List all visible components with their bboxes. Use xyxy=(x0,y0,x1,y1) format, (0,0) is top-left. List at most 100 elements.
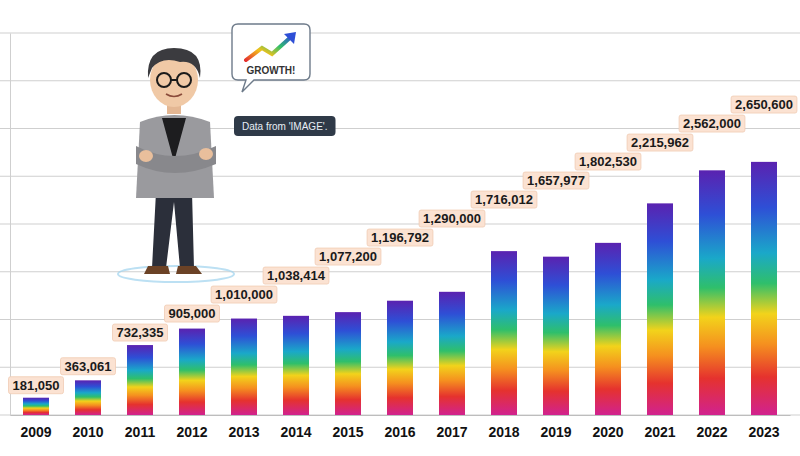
chart-root: 2009 2010 2011 2012 2013 2014 2015 2016 2017 2018… xyxy=(0,0,800,456)
x-tick-label: 2009 xyxy=(20,424,51,440)
grid-line xyxy=(0,176,800,177)
data-label-group: 181,050 xyxy=(9,377,64,394)
x-tick-label: 2017 xyxy=(436,424,467,440)
data-label-box xyxy=(575,153,641,170)
data-label: 1,290,000 xyxy=(423,211,481,226)
bar xyxy=(75,380,101,415)
glasses xyxy=(177,73,191,87)
data-label: 1,196,792 xyxy=(371,230,429,245)
hand xyxy=(199,148,213,160)
data-label-box xyxy=(367,229,433,246)
data-label-group: 905,000 xyxy=(165,305,220,322)
x-tick: 2012 xyxy=(176,415,207,440)
data-label-box xyxy=(211,286,277,303)
smile xyxy=(166,94,182,97)
speech-bubble: GROWTH! xyxy=(232,24,310,92)
data-label: 1,657,977 xyxy=(527,173,585,188)
x-tick: 2019 xyxy=(540,415,571,440)
bar xyxy=(231,319,257,415)
bar xyxy=(335,312,361,415)
x-tick: 2016 xyxy=(384,415,415,440)
data-label-box xyxy=(419,210,485,227)
x-tick: 2011 xyxy=(125,415,156,440)
data-label: 2,650,600 xyxy=(735,97,793,112)
data-label-group: 1,802,530 xyxy=(575,153,641,170)
data-label-group: 732,335 xyxy=(113,324,168,341)
grid-line xyxy=(0,32,800,33)
data-label-box xyxy=(315,248,381,265)
data-label: 905,000 xyxy=(169,306,216,321)
data-label-box xyxy=(731,96,797,113)
data-label-box xyxy=(679,115,745,132)
data-label-box xyxy=(113,324,168,341)
data-label-box xyxy=(471,191,537,208)
data-label-box xyxy=(523,172,589,189)
data-label-group: 2,215,962 xyxy=(627,134,693,151)
x-tick-label: 2016 xyxy=(384,424,415,440)
x-tick: 2014 xyxy=(280,415,311,440)
data-label-group: 1,196,792 xyxy=(367,229,433,246)
data-label: 2,215,962 xyxy=(631,135,689,150)
hair xyxy=(148,48,201,78)
x-tick: 2009 xyxy=(20,415,51,440)
x-axis-line xyxy=(11,415,791,416)
data-label-box xyxy=(627,134,693,151)
y-axis xyxy=(10,34,11,416)
data-label-box xyxy=(165,305,220,322)
bar xyxy=(595,243,621,415)
data-label: 1,077,200 xyxy=(319,249,377,264)
data-label: 1,802,530 xyxy=(579,154,637,169)
legs xyxy=(152,192,194,268)
shoe xyxy=(144,266,170,274)
x-tick-label: 2015 xyxy=(332,424,363,440)
data-label: 181,050 xyxy=(13,378,60,393)
data-label-group: 363,061 xyxy=(61,358,116,375)
figure xyxy=(118,48,234,282)
x-tick: 2022 xyxy=(696,415,727,440)
bar xyxy=(127,345,153,415)
bar xyxy=(439,292,465,415)
x-tick-label: 2013 xyxy=(228,424,259,440)
bar xyxy=(283,316,309,415)
data-label: 1,010,000 xyxy=(215,287,273,302)
x-tick-label: 2019 xyxy=(540,424,571,440)
bar xyxy=(387,301,413,415)
data-label-box xyxy=(61,358,116,375)
grid-line xyxy=(0,80,800,81)
data-label-group: 1,010,000 xyxy=(211,286,277,303)
x-tick-label: 2022 xyxy=(696,424,727,440)
data-label-group: 2,562,000 xyxy=(679,115,745,132)
arms xyxy=(136,146,216,173)
x-tick: 2021 xyxy=(644,415,675,440)
x-tick: 2023 xyxy=(748,415,779,440)
x-tick: 2017 xyxy=(436,415,467,440)
swirl xyxy=(118,266,234,282)
data-label-group: 1,077,200 xyxy=(315,248,381,265)
data-label-group: 1,657,977 xyxy=(523,172,589,189)
bar xyxy=(179,329,205,415)
y-axis-line xyxy=(10,34,11,416)
x-axis: 2009 2010 2011 2012 2013 2014 2015 2016 2017 2018… xyxy=(11,415,791,440)
glasses-bridge xyxy=(171,79,177,81)
x-tick-label: 2020 xyxy=(592,424,623,440)
bar xyxy=(543,257,569,415)
grid xyxy=(0,33,800,415)
data-label-box xyxy=(9,377,64,394)
shoe xyxy=(176,266,202,274)
x-tick: 2010 xyxy=(72,415,103,440)
data-labels: 181,050363,061 732,335 905,000 1,010,000 1,0… xyxy=(9,96,797,394)
x-tick-label: 2023 xyxy=(748,424,779,440)
grid-line xyxy=(0,223,800,224)
x-tick-label: 2011 xyxy=(125,424,156,440)
bar xyxy=(647,203,673,415)
data-label: 732,335 xyxy=(117,325,164,340)
x-tick: 2013 xyxy=(228,415,259,440)
x-tick-label: 2018 xyxy=(488,424,519,440)
bars xyxy=(23,162,777,415)
bar xyxy=(751,162,777,415)
glasses xyxy=(157,73,171,87)
x-tick-label: 2014 xyxy=(280,424,311,440)
annotation: Data from 'IMAGE'. xyxy=(242,121,328,132)
shirt xyxy=(162,118,186,162)
annotation: GROWTH! xyxy=(247,65,296,76)
